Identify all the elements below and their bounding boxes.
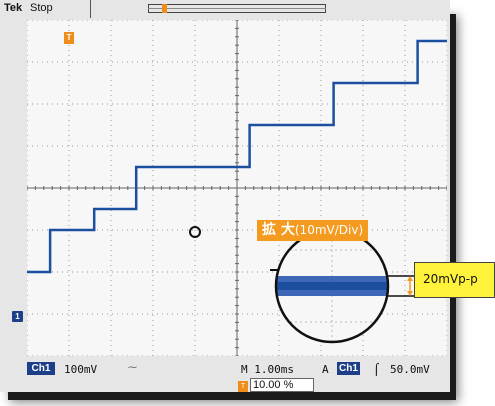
bw-limit-icon: ⁓ [128,363,137,373]
position-value: 10.00 % [250,378,315,392]
zoom-callout-scale: (10mV/Div) [294,223,364,237]
magnifier-source-marker [189,226,201,238]
header-bar: Tek Stop [0,0,450,20]
waveform-trace [27,39,447,274]
timebase-readout: M 1.00ms [241,363,294,376]
trigger-level: 50.0mV [390,363,430,376]
brand-label: Tek [4,2,23,14]
rising-edge-icon: ⌠ [373,363,380,376]
run-status: Stop [30,2,53,14]
record-window-marker [162,4,167,13]
trigger-position-marker[interactable]: T [64,32,74,44]
horizontal-position-readout: T 10.00 % [238,378,315,392]
trigger-source: Ch1 [337,362,360,375]
volts-per-div: 100mV [64,363,98,376]
magnifier-zoom-view [270,230,420,344]
oscilloscope-screenshot: Tek Stop [0,0,495,392]
channel-badge[interactable]: Ch1 [27,362,55,375]
position-icon: T [238,381,248,392]
ch1-ground-marker[interactable]: 1 [12,311,23,322]
zoom-callout-main: 拡 大 [262,222,295,238]
status-bar: Ch1 100mV ⁓ M 1.00ms A Ch1 ⌠ 50.0mV [0,360,450,378]
zoom-callout-title: 拡 大(10mV/Div) [257,220,369,241]
header-separator [90,0,91,18]
record-position-bar[interactable] [148,4,326,13]
trigger-mode: A [322,363,329,376]
peak-to-peak-callout: 20mVp-p [414,262,495,298]
